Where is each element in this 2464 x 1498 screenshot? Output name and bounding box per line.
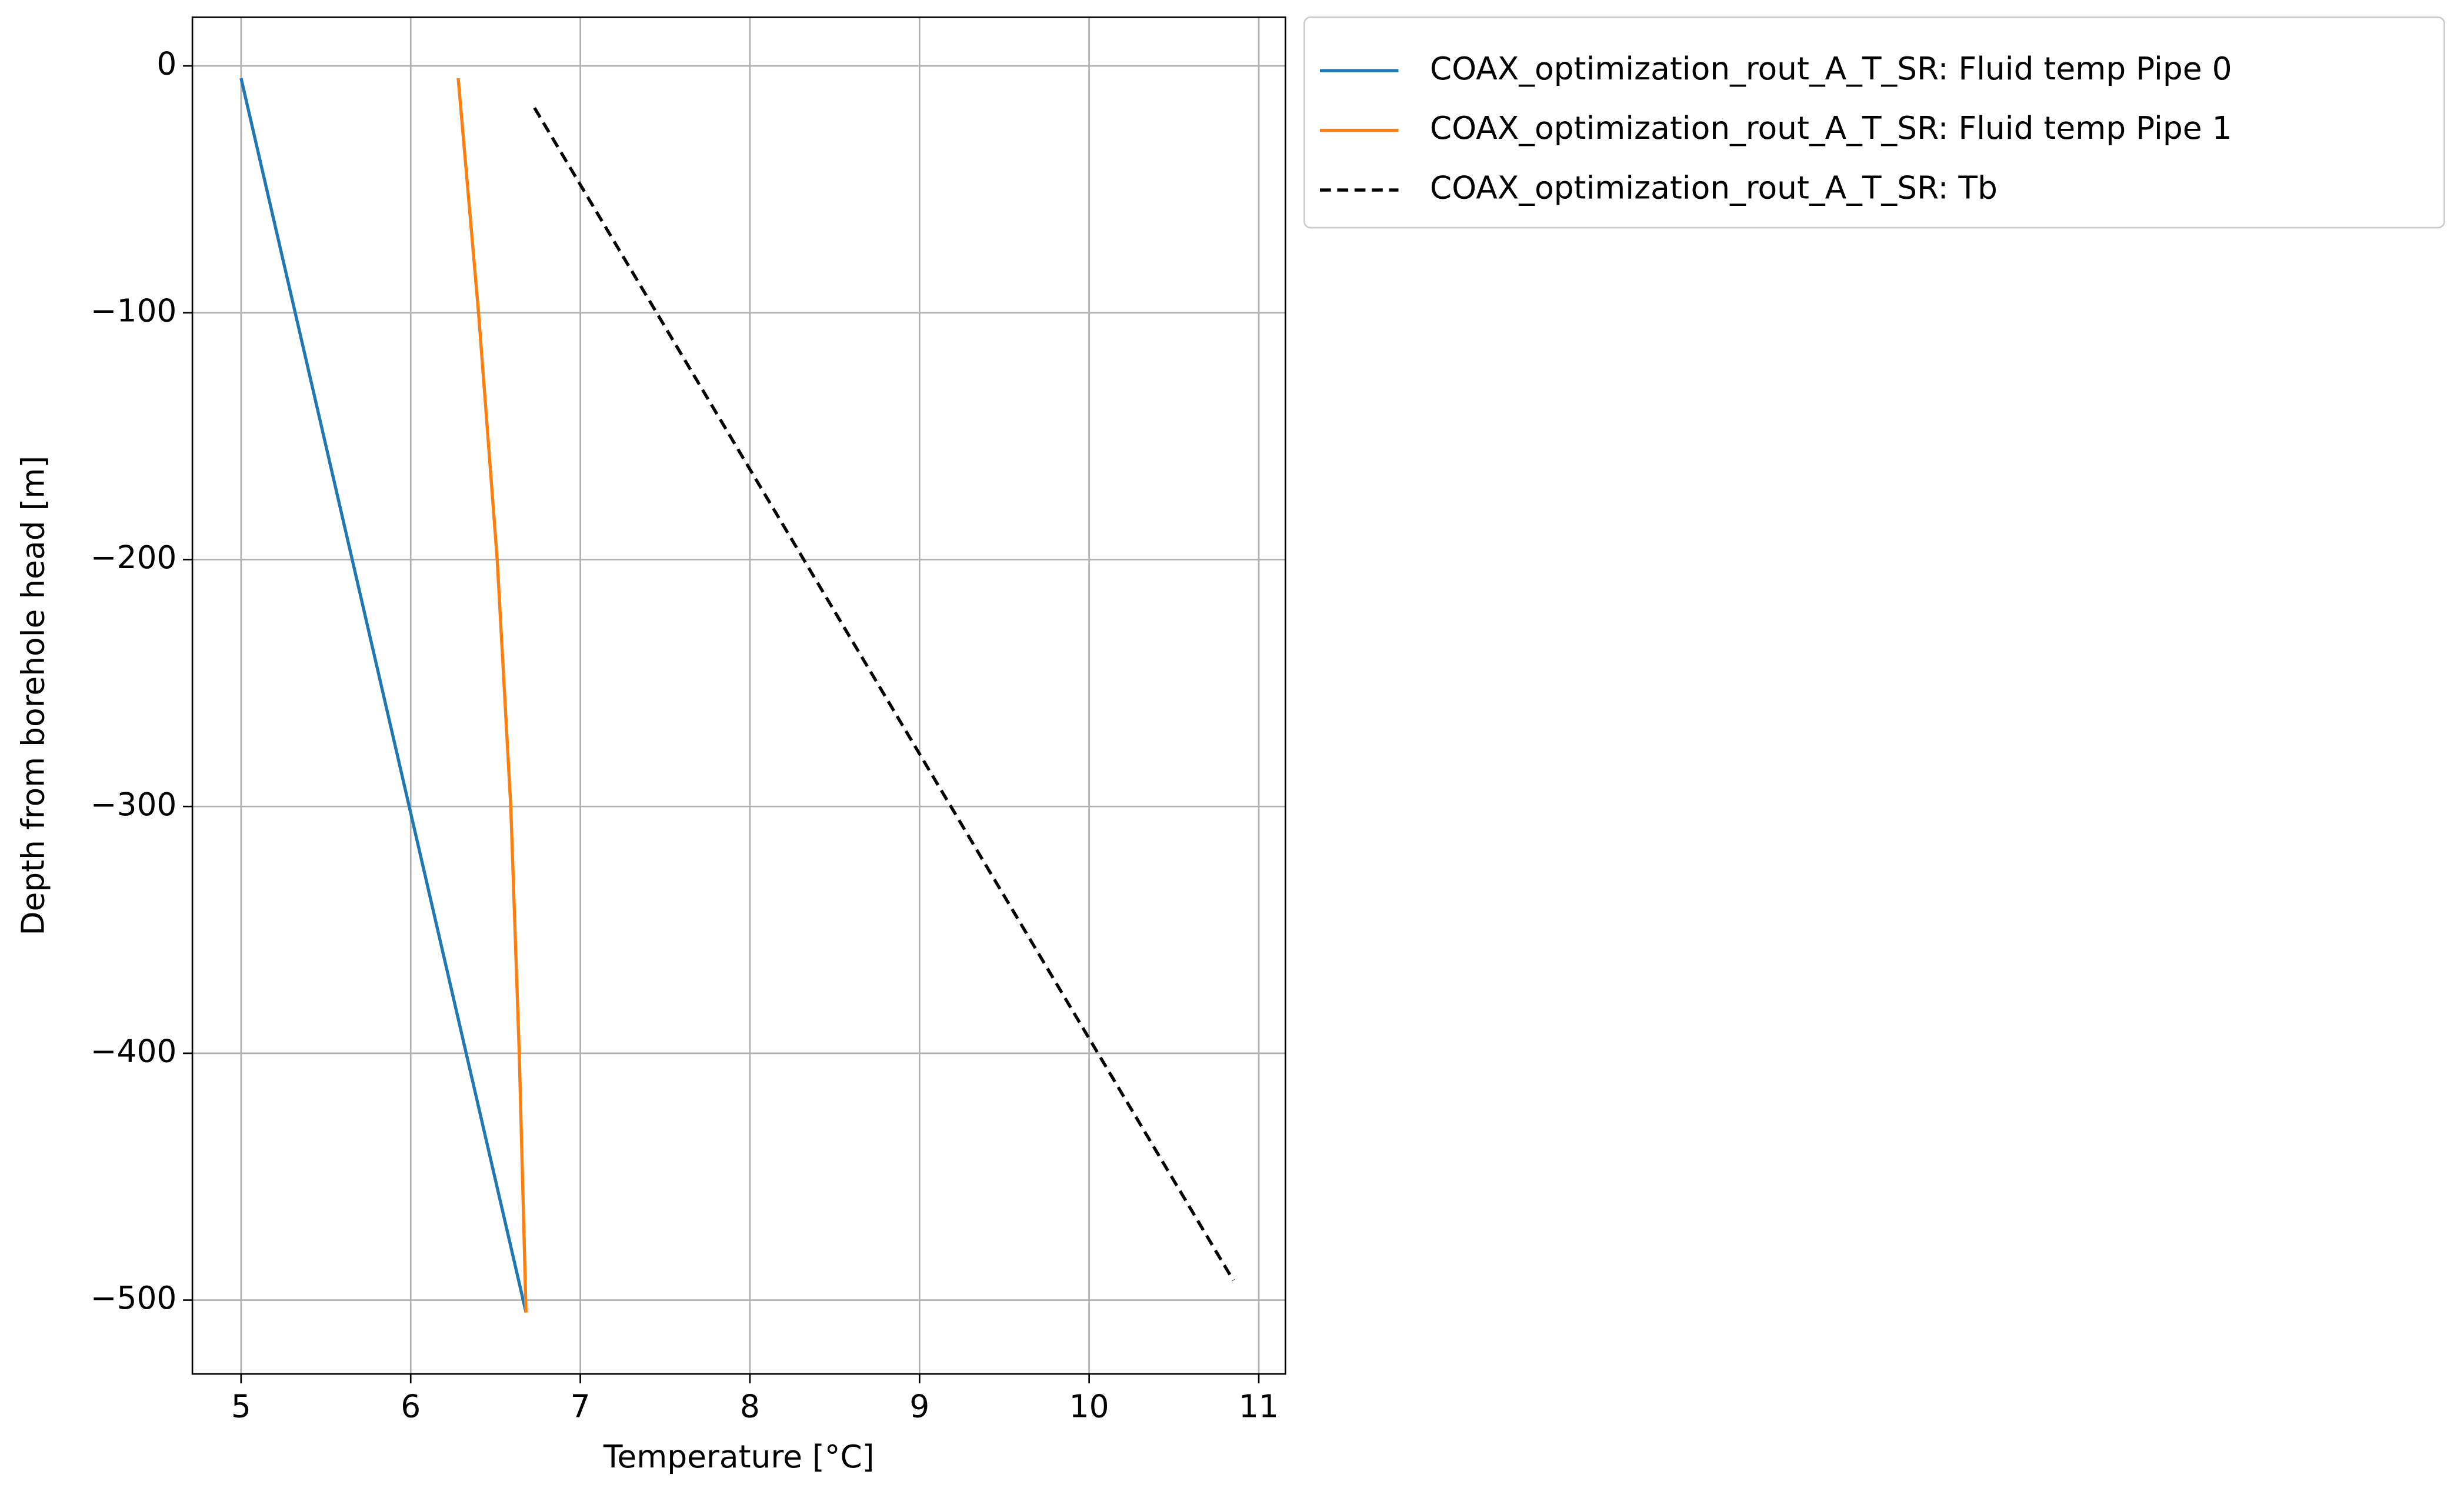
y-axis-label: Depth from borehole head [m] xyxy=(15,456,52,936)
y-tick-label: −400 xyxy=(91,1033,177,1070)
y-tick-label: −300 xyxy=(91,786,177,823)
y-tick-label: 0 xyxy=(156,45,176,82)
y-tick-label: −500 xyxy=(91,1279,177,1316)
series-line xyxy=(239,78,528,1313)
x-tick-label: 9 xyxy=(909,1387,929,1424)
x-tick-label: 5 xyxy=(231,1387,251,1424)
legend-label: COAX_optimization_rout_A_T_SR: Fluid tem… xyxy=(1430,50,2232,87)
x-axis-label: Temperature [°C] xyxy=(603,1438,875,1475)
x-tick-label: 11 xyxy=(1239,1387,1279,1424)
y-tick-label: −200 xyxy=(91,539,177,576)
legend-label: COAX_optimization_rout_A_T_SR: Fluid tem… xyxy=(1430,109,2232,146)
x-tick-label: 6 xyxy=(401,1387,421,1424)
series-line xyxy=(456,78,528,1313)
series-line xyxy=(533,107,1235,1282)
x-tick-label: 8 xyxy=(740,1387,760,1424)
legend-label: COAX_optimization_rout_A_T_SR: Tb xyxy=(1430,169,1998,206)
legend-box xyxy=(1303,16,2445,229)
plot-frame xyxy=(191,16,1286,1375)
y-tick-label: −100 xyxy=(91,292,177,329)
x-tick-label: 10 xyxy=(1069,1387,1109,1424)
x-tick-label: 7 xyxy=(571,1387,591,1424)
